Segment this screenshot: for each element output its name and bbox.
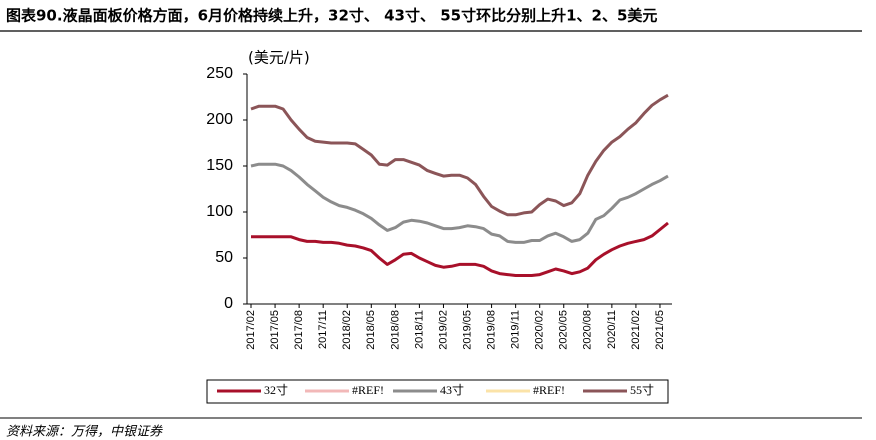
y-tick-label: 150	[206, 157, 233, 174]
x-tick-label: 2019/02	[437, 310, 449, 350]
y-tick-label: 250	[206, 65, 233, 82]
x-tick-label: 2020/08	[582, 310, 594, 350]
x-tick-label: 2021/02	[630, 310, 642, 350]
legend-label: 32寸	[264, 383, 288, 397]
x-tick-label: 2017/05	[269, 310, 281, 350]
x-tick-label: 2017/02	[245, 310, 257, 350]
chart-title: 图表90.液晶面板价格方面，6月价格持续上升，32寸、 43寸、 55寸环比分别…	[6, 7, 657, 25]
y-tick-label: 200	[206, 111, 233, 128]
series-line	[251, 221, 669, 277]
x-tick-label: 2020/02	[534, 310, 546, 350]
y-axis-label: (美元/片)	[248, 49, 310, 67]
legend-box	[206, 379, 669, 404]
x-tick-label: 2018/08	[389, 310, 401, 350]
series-line	[250, 93, 669, 217]
legend-label: #REF!	[352, 383, 384, 397]
legend-label: 55寸	[630, 383, 654, 397]
x-tick-label: 2018/11	[413, 310, 425, 349]
x-tick-label: 2020/11	[606, 310, 618, 349]
x-tick-label: 2018/05	[365, 310, 377, 350]
x-tick-label: 2021/05	[654, 310, 666, 350]
source: 资料来源：万得，中银证券	[6, 425, 163, 440]
legend-label: 43寸	[440, 383, 464, 397]
y-tick-label: 100	[206, 203, 233, 220]
x-tick-label: 2020/05	[558, 310, 570, 350]
x-tick-label: 2019/08	[485, 310, 497, 350]
legend-label: #REF!	[533, 383, 565, 397]
y-tick-label: 0	[224, 295, 233, 312]
x-tick-label: 2019/05	[461, 310, 473, 350]
x-tick-label: 2019/11	[510, 310, 522, 349]
series-line	[250, 162, 669, 244]
x-tick-label: 2018/02	[341, 310, 353, 350]
x-tick-label: 2017/08	[293, 310, 305, 350]
x-tick-label: 2017/11	[317, 310, 329, 349]
y-tick-label: 50	[215, 249, 233, 266]
